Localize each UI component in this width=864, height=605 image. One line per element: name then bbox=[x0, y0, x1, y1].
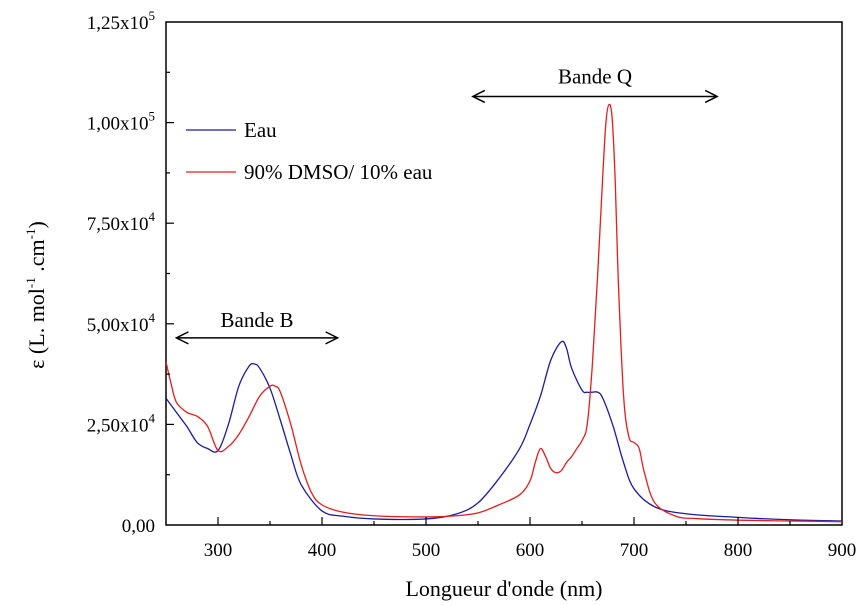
legend-label-eau: Eau bbox=[244, 118, 277, 142]
y-tick-label: 2,50x104 bbox=[87, 410, 156, 436]
plot-frame bbox=[165, 21, 843, 526]
legend-label-dmso: 90% DMSO/ 10% eau bbox=[244, 160, 433, 184]
y-tick-label: 0,00 bbox=[122, 516, 155, 537]
y-tick-label: 7,50x104 bbox=[87, 209, 156, 235]
y-tick-label: 1,25x105 bbox=[87, 8, 155, 34]
series-line-dmso bbox=[166, 103, 842, 523]
x-tick-label: 300 bbox=[204, 540, 233, 561]
y-axis-ticks: 0,00 2,50x104 5,00x104 7,50x104 1,00x105 1,25… bbox=[87, 8, 174, 537]
bande-q-label: Bande Q bbox=[558, 64, 632, 88]
x-axis-ticks: 300 400 500 600 700 800 900 bbox=[204, 517, 857, 561]
series-line-eau bbox=[166, 340, 842, 522]
y-tick-label: 5,00x104 bbox=[87, 310, 156, 336]
x-tick-label: 500 bbox=[412, 540, 441, 561]
x-tick-label: 800 bbox=[724, 540, 753, 561]
bande-b-arrow-head-right bbox=[325, 331, 340, 345]
series-layer bbox=[166, 103, 842, 523]
x-tick-label: 900 bbox=[828, 540, 857, 561]
annotations: Bande B Bande Q bbox=[174, 64, 719, 345]
x-axis-title: Longueur d'onde (nm) bbox=[405, 576, 602, 601]
bande-b-arrow-head-left bbox=[174, 331, 189, 345]
x-tick-label: 400 bbox=[308, 540, 337, 561]
bande-q-arrow-head-right bbox=[704, 89, 719, 104]
bande-b-label: Bande B bbox=[221, 308, 294, 332]
x-tick-label: 600 bbox=[516, 540, 545, 561]
bande-q-arrow-head-left bbox=[471, 89, 486, 104]
y-axis-title: ε (L. mol-1 .cm-1) bbox=[23, 221, 49, 369]
x-tick-label: 700 bbox=[620, 540, 649, 561]
legend: Eau 90% DMSO/ 10% eau bbox=[186, 118, 433, 184]
y-tick-label: 1,00x105 bbox=[87, 109, 155, 135]
